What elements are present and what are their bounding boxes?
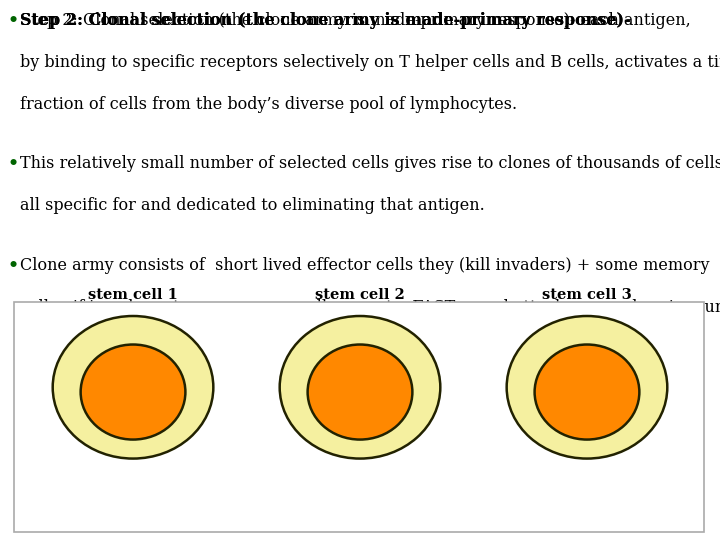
Text: all specific for and dedicated to eliminating that antigen.: all specific for and dedicated to elimin…: [20, 197, 485, 214]
Text: by binding to specific receptors selectively on T helper cells and B cells, acti: by binding to specific receptors selecti…: [20, 54, 720, 71]
Ellipse shape: [534, 345, 639, 440]
Text: •: •: [7, 156, 18, 172]
Text: stem cell 3: stem cell 3: [542, 288, 632, 302]
Ellipse shape: [53, 316, 213, 458]
Text: response.: response.: [20, 341, 99, 357]
Text: Step 2: Clonal selection (the clone army is made-primary response)-: Step 2: Clonal selection (the clone army…: [20, 12, 631, 29]
Text: Step 2: Clonal selection (the clone army is made-primary response)- each antigen: Step 2: Clonal selection (the clone army…: [20, 12, 691, 29]
FancyBboxPatch shape: [14, 302, 704, 532]
Text: stem cell 2: stem cell 2: [315, 288, 405, 302]
Ellipse shape: [81, 345, 186, 440]
Text: cells - if invader returns, memory cells mount a FAST paced attack - secondary i: cells - if invader returns, memory cells…: [20, 299, 720, 316]
Text: •: •: [7, 257, 18, 274]
Text: Step 2: Clonal selection (the clone army is made-primary response)-: Step 2: Clonal selection (the clone army…: [20, 12, 631, 29]
Ellipse shape: [279, 316, 441, 458]
Text: fraction of cells from the body’s diverse pool of lymphocytes.: fraction of cells from the body’s divers…: [20, 96, 517, 112]
Text: This relatively small number of selected cells gives rise to clones of thousands: This relatively small number of selected…: [20, 156, 720, 172]
Text: stem cell 1: stem cell 1: [88, 288, 178, 302]
Ellipse shape: [307, 345, 413, 440]
Ellipse shape: [507, 316, 667, 458]
Text: Step 2: Clonal selection (the clone army is made-primary response)- each antigen: Step 2: Clonal selection (the clone army…: [20, 12, 691, 29]
Text: Clone army consists of  short lived effector cells they (kill invaders) + some m: Clone army consists of short lived effec…: [20, 257, 710, 274]
Text: •: •: [7, 12, 18, 29]
